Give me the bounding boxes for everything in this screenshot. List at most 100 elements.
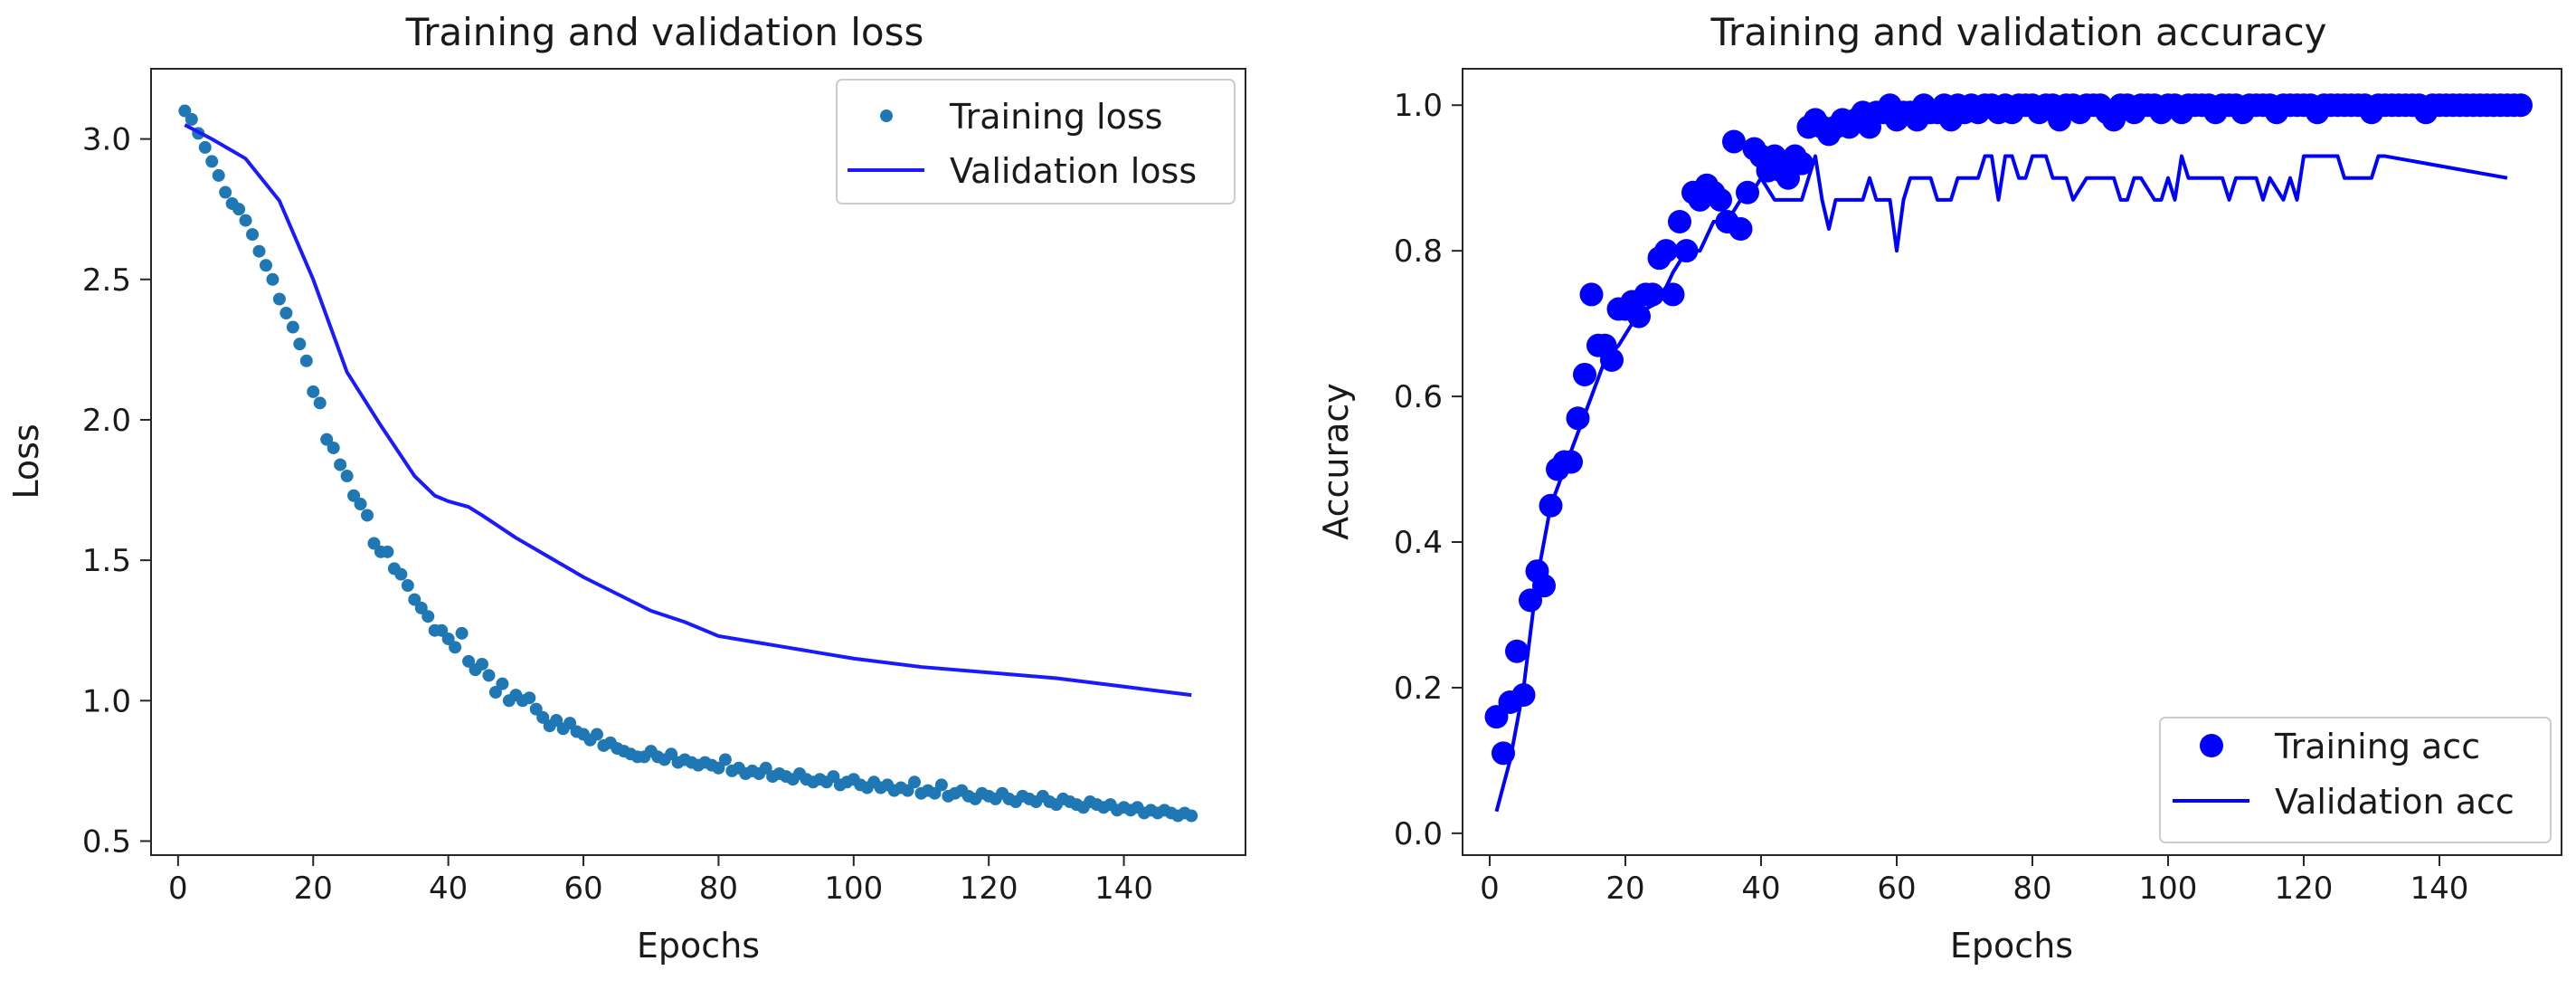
training-loss-point bbox=[198, 140, 212, 154]
training-loss-point bbox=[313, 396, 327, 410]
training-acc-point bbox=[1728, 217, 1753, 242]
training-loss-point bbox=[564, 717, 577, 730]
accuracy-x-tick-label: 140 bbox=[2410, 871, 2469, 907]
loss-x-tick-label: 40 bbox=[429, 871, 468, 907]
accuracy-legend: Training acc Validation acc bbox=[2159, 717, 2552, 843]
training-loss-point bbox=[408, 593, 421, 606]
training-loss-point bbox=[827, 770, 840, 784]
training-loss-point bbox=[934, 778, 948, 792]
training-loss-point bbox=[394, 567, 408, 581]
training-loss-point bbox=[381, 545, 394, 558]
training-acc-legend-marker bbox=[2200, 734, 2223, 757]
training-loss-point bbox=[414, 601, 428, 614]
training-acc-point bbox=[1579, 282, 1604, 307]
training-loss-point bbox=[401, 579, 414, 593]
training-acc-point bbox=[1668, 209, 1691, 233]
training-loss-point bbox=[279, 307, 293, 320]
loss-chart-title: Training and validation loss bbox=[405, 10, 924, 54]
training-loss-point bbox=[449, 641, 462, 654]
accuracy-x-tick-label: 120 bbox=[2275, 871, 2334, 907]
loss-plot-frame bbox=[150, 68, 1246, 856]
training-acc-point bbox=[1600, 347, 1624, 372]
training-acc-legend-label: Training acc bbox=[2274, 727, 2480, 766]
training-loss-point bbox=[286, 320, 299, 334]
accuracy-x-tick-label: 40 bbox=[1741, 871, 1780, 907]
validation-loss-legend-label: Validation loss bbox=[950, 151, 1197, 191]
training-loss-point bbox=[550, 714, 564, 728]
accuracy-x-tick-label: 80 bbox=[2012, 871, 2051, 907]
validation-loss-line bbox=[184, 123, 1192, 698]
training-loss-point bbox=[901, 784, 914, 797]
training-loss-point bbox=[455, 626, 469, 640]
training-acc-point bbox=[1790, 151, 1814, 176]
training-loss-point bbox=[590, 728, 603, 741]
loss-x-tick-label: 100 bbox=[824, 871, 883, 907]
training-acc-point bbox=[2509, 93, 2533, 118]
training-loss-point bbox=[435, 623, 449, 637]
training-loss-point bbox=[529, 702, 543, 716]
training-loss-point bbox=[212, 168, 225, 182]
loss-y-tick-label: 2.0 bbox=[82, 403, 131, 439]
accuracy-plot-frame bbox=[1462, 68, 2562, 856]
training-loss-point bbox=[482, 669, 496, 682]
training-acc-point bbox=[1573, 362, 1596, 386]
accuracy-x-tick-label: 0 bbox=[1480, 871, 1500, 907]
accuracy-chart: Training and validation accuracy 0 20 40 60… bbox=[1316, 10, 2562, 966]
training-loss-point bbox=[759, 761, 772, 775]
training-loss-point bbox=[239, 214, 252, 227]
loss-y-tick-label: 0.5 bbox=[82, 823, 131, 860]
training-loss-point bbox=[185, 112, 198, 126]
loss-x-axis-label: Epochs bbox=[637, 926, 760, 966]
validation-acc-line bbox=[1494, 154, 2508, 813]
accuracy-x-tick-label: 20 bbox=[1605, 871, 1644, 907]
training-acc-point bbox=[1722, 129, 1746, 154]
loss-legend-box bbox=[836, 79, 1236, 205]
training-loss-point bbox=[421, 610, 435, 623]
training-loss-point bbox=[462, 654, 476, 668]
loss-x-tick-label: 120 bbox=[960, 871, 1018, 907]
training-loss-point bbox=[246, 228, 260, 242]
training-loss-legend-marker bbox=[880, 109, 893, 122]
training-loss-point bbox=[908, 775, 922, 789]
loss-x-tick-label: 60 bbox=[564, 871, 602, 907]
accuracy-y-tick-label: 0.0 bbox=[1394, 816, 1443, 852]
training-loss-point bbox=[320, 433, 334, 446]
validation-acc-legend-label: Validation acc bbox=[2275, 782, 2514, 822]
loss-x-tick-label: 140 bbox=[1094, 871, 1153, 907]
accuracy-y-tick-label: 0.6 bbox=[1394, 379, 1443, 415]
training-loss-point bbox=[718, 753, 732, 766]
training-loss-point bbox=[232, 203, 246, 216]
training-loss-point bbox=[496, 677, 509, 690]
accuracy-x-axis-label: Epochs bbox=[1950, 926, 2073, 966]
training-loss-point bbox=[665, 747, 678, 761]
training-loss-point bbox=[340, 470, 354, 483]
accuracy-legend-box bbox=[2159, 717, 2552, 843]
loss-legend: Training loss Validation loss bbox=[836, 79, 1236, 205]
training-loss-point bbox=[712, 761, 725, 775]
accuracy-y-axis-label: Accuracy bbox=[1316, 383, 1356, 540]
training-loss-point bbox=[488, 685, 502, 699]
training-acc-point bbox=[1505, 639, 1529, 663]
training-loss-point bbox=[441, 633, 455, 646]
accuracy-x-tick-label: 60 bbox=[1877, 871, 1916, 907]
accuracy-x-tick-label: 100 bbox=[2139, 871, 2198, 907]
accuracy-y-tick-label: 1.0 bbox=[1394, 88, 1443, 124]
training-loss-point bbox=[266, 272, 279, 286]
training-loss-point bbox=[205, 155, 219, 168]
training-loss-point bbox=[259, 259, 272, 272]
training-loss-point bbox=[178, 104, 192, 118]
training-loss-point bbox=[475, 657, 488, 671]
training-loss-point bbox=[299, 354, 313, 367]
training-loss-point bbox=[928, 786, 942, 800]
loss-chart: Training and validation loss 0 20 40 60 80 10… bbox=[6, 10, 1246, 966]
loss-x-tick-label: 80 bbox=[699, 871, 738, 907]
training-loss-point bbox=[327, 441, 340, 454]
loss-y-tick-label: 3.0 bbox=[82, 122, 131, 158]
training-loss-point bbox=[1185, 809, 1198, 823]
loss-x-tick-label: 0 bbox=[168, 871, 188, 907]
training-loss-point bbox=[536, 710, 550, 724]
training-acc-point bbox=[1654, 239, 1678, 263]
training-acc-point bbox=[1709, 187, 1732, 212]
accuracy-y-tick-label: 0.2 bbox=[1394, 671, 1443, 707]
